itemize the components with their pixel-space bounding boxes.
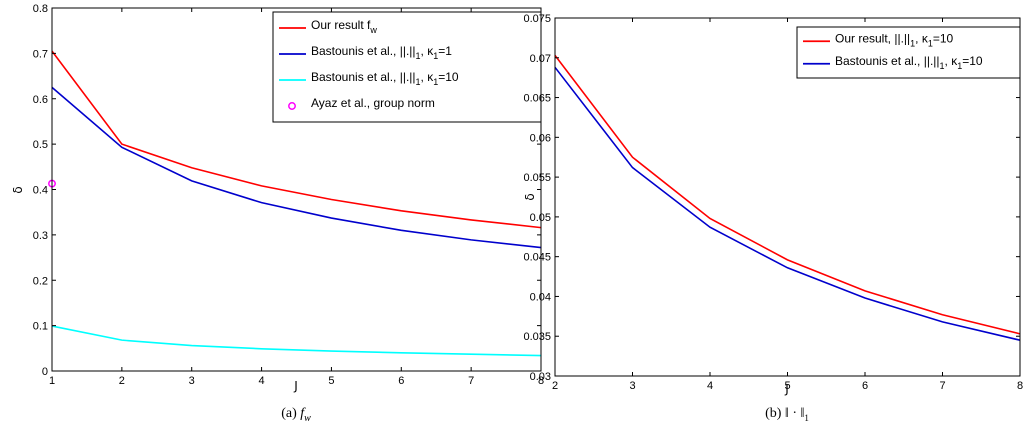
x-tick-label: 5	[328, 375, 334, 387]
y-tick-label: 0.5	[33, 139, 48, 151]
x-axis-label: J	[293, 379, 298, 393]
x-tick-label: 7	[468, 375, 474, 387]
text-part: Bastounis et al., ||.||	[311, 70, 416, 84]
y-tick-label: 0.4	[33, 185, 48, 197]
text-part: =10	[438, 70, 459, 84]
chart-panel-a: 1 2 3 4 5 6 7 8 0 0.1 0.2 0.3 0.4 0.5 0.6 0.7 0.8 Jδ Our r…	[11, 3, 544, 424]
legend-label: Our result, ||.||1, κ1=10	[835, 31, 954, 48]
subscript: 1	[433, 77, 438, 87]
x-tick-label: 2	[552, 380, 558, 392]
y-tick-label: 0.8	[33, 3, 48, 15]
legend-label: Ayaz et al., group norm	[311, 96, 435, 110]
text-part: =10	[962, 54, 983, 68]
x-tick-label: 3	[629, 380, 635, 392]
subscript: 1	[957, 61, 962, 71]
y-tick-label: 0.07	[530, 53, 551, 65]
text-part: =1	[438, 44, 452, 58]
text-part: , κ	[945, 54, 959, 68]
subscript: 1	[940, 61, 945, 71]
legend-box	[796, 26, 1021, 79]
y-tick-label: 0.7	[33, 48, 48, 60]
y-tick-label: 0.2	[33, 275, 48, 287]
panel-caption: (b) ‖ · ‖1	[765, 406, 809, 423]
y-tick-label: 0	[42, 366, 48, 378]
x-axis-label: J	[784, 382, 789, 396]
y-tick-label: 0.035	[523, 331, 551, 343]
x-tick-label: 6	[862, 380, 868, 392]
subscript: w	[304, 413, 311, 424]
text-part: =10	[933, 31, 954, 45]
text-part: (a)	[281, 406, 300, 421]
subscript: 1	[928, 38, 933, 48]
x-tick-label: 2	[119, 375, 125, 387]
subscript: 1	[804, 413, 809, 423]
series-line	[51, 86, 542, 249]
series-line	[51, 325, 542, 357]
y-tick-label: 0.05	[530, 212, 551, 224]
legend-marker	[288, 102, 296, 110]
legend-label: Our result fw	[311, 18, 377, 35]
y-tick-label: 0.075	[523, 13, 551, 25]
y-axis-label: δ	[11, 186, 25, 193]
text-part: , κ	[915, 31, 929, 45]
x-tick-label: 7	[939, 380, 945, 392]
text-part: f	[300, 406, 306, 421]
subscript: 1	[416, 77, 421, 87]
y-tick-label: 0.6	[33, 94, 48, 106]
text-part: , κ	[421, 70, 435, 84]
x-tick-label: 8	[1017, 380, 1023, 392]
y-tick-label: 0.3	[33, 230, 48, 242]
text-part: Bastounis et al., ||.||	[311, 44, 416, 58]
x-tick-label: 4	[707, 380, 713, 392]
y-tick-label: 0.03	[530, 371, 551, 383]
x-tick-label: 6	[398, 375, 404, 387]
series-line	[554, 54, 1021, 335]
y-axis-label: δ	[523, 193, 537, 200]
text-part: , κ	[421, 44, 435, 58]
subscript: 1	[910, 38, 915, 48]
legend-label: Bastounis et al., ||.||1, κ1=1	[311, 44, 452, 61]
x-tick-label: 1	[49, 375, 55, 387]
series-line	[51, 50, 542, 229]
legend-label: Bastounis et al., ||.||1, κ1=10	[835, 54, 983, 71]
y-tick-label: 0.04	[530, 291, 551, 303]
text-part: Our result, ||.||	[835, 31, 910, 45]
legend-box	[272, 11, 542, 123]
text-part: Ayaz et al., group norm	[311, 96, 435, 110]
y-tick-label: 0.055	[523, 172, 551, 184]
y-tick-label: 0.045	[523, 252, 551, 264]
x-tick-label: 4	[259, 375, 265, 387]
text-part: (b) ‖ · ‖	[765, 406, 804, 421]
x-tick-label: 5	[784, 380, 790, 392]
text-part: Our result f	[311, 18, 371, 32]
chart-panel-b: 2 3 4 5 6 7 80.030.0350.040.0450.050.0550.060.…	[523, 13, 1023, 423]
y-tick-label: 0.1	[33, 321, 48, 333]
x-tick-label: 8	[538, 375, 544, 387]
legend-label: Bastounis et al., ||.||1, κ1=10	[311, 70, 459, 87]
series-line	[554, 66, 1021, 341]
subscript: 1	[433, 51, 438, 61]
y-tick-label: 0.065	[523, 93, 551, 105]
panel-caption: (a) fw	[281, 406, 311, 424]
text-part: Bastounis et al., ||.||	[835, 54, 940, 68]
y-tick-label: 0.06	[530, 132, 551, 144]
subscript: w	[369, 25, 377, 35]
subscript: 1	[416, 51, 421, 61]
x-tick-label: 3	[189, 375, 195, 387]
